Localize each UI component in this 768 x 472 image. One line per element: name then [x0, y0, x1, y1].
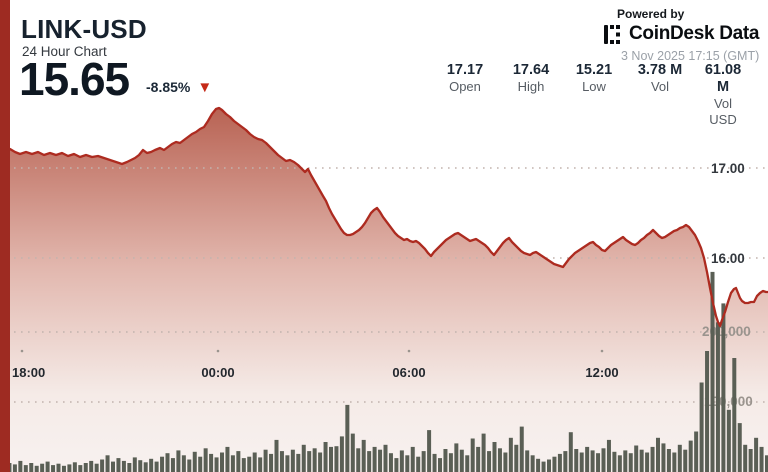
current-price: 15.65 [19, 53, 130, 105]
stat-value: 3.78 M [637, 62, 683, 78]
down-triangle-icon: ▼ [197, 78, 213, 96]
stat-open: 17.17 Open [447, 62, 483, 95]
price-line [0, 106, 768, 328]
coindesk-logo-text: CoinDesk Data [629, 23, 760, 44]
stat-label: Low [582, 79, 606, 94]
stat-value: 17.64 [512, 62, 550, 78]
stat-value: 61.08 M [704, 62, 742, 95]
chart-subtitle: 24 Hour Chart [22, 44, 107, 59]
svg-text:12:00: 12:00 [585, 365, 618, 380]
svg-text:17.00: 17.00 [711, 161, 745, 176]
volume-bars [2, 271, 768, 472]
stat-value: 15.21 [575, 62, 613, 78]
stat-high: 17.64 High [513, 62, 549, 95]
price-area [0, 108, 768, 472]
stat-low: 15.21 Low [576, 62, 612, 95]
stat-label: Open [449, 79, 481, 94]
stat-value: 17.17 [446, 62, 484, 78]
powered-by-label: Powered by [617, 7, 685, 21]
page-title: LINK-USD [21, 14, 147, 44]
svg-text:06:00: 06:00 [392, 365, 425, 380]
change-percent: -8.85% [146, 79, 191, 95]
price-change: -8.85% ▼ [146, 79, 212, 95]
coindesk-logo[interactable]: CoinDesk Data [603, 23, 760, 45]
stat-volume: 3.78 M Vol [638, 62, 682, 95]
coindesk-logo-icon [604, 24, 620, 44]
timestamp: 3 Nov 2025 17:15 (GMT) [621, 49, 760, 63]
svg-text:16.00: 16.00 [711, 251, 745, 266]
stat-volume-usd: 61.08 M Vol USD [701, 62, 746, 128]
stat-label: Vol USD [709, 96, 737, 127]
accent-bar [0, 0, 10, 472]
svg-text:00:00: 00:00 [201, 365, 234, 380]
stat-label: High [517, 79, 545, 94]
stat-label: Vol [650, 79, 670, 94]
svg-text:200,000: 200,000 [702, 324, 751, 339]
svg-text:18:00: 18:00 [12, 365, 45, 380]
